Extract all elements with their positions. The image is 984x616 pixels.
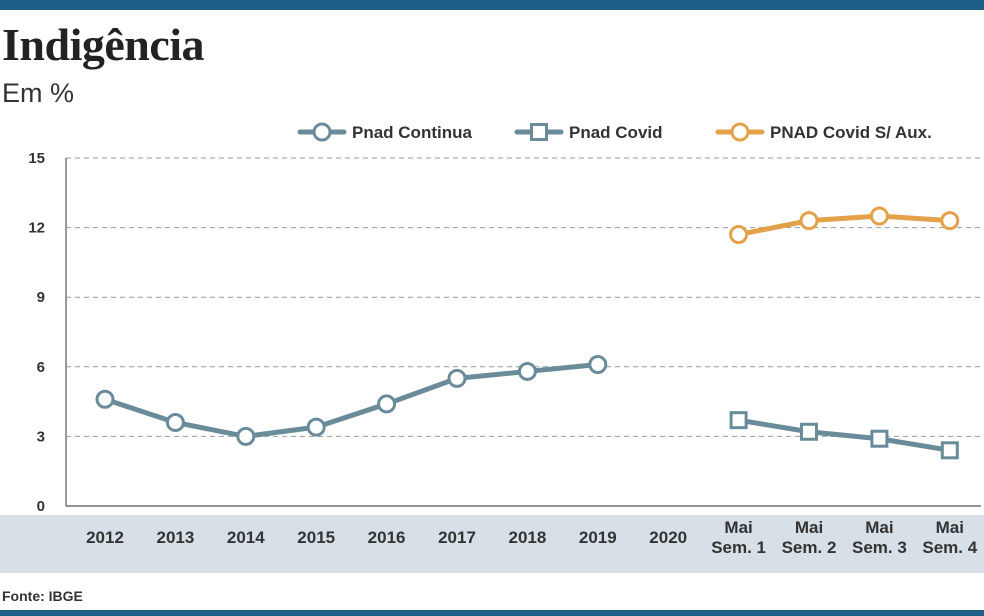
data-point-pnad-covid <box>729 411 748 430</box>
data-point-pnad-continua <box>447 368 467 388</box>
data-point-pnad-covid-s-aux <box>940 211 960 231</box>
y-tick-label: 9 <box>37 289 45 306</box>
line-chart: Pnad Continua Pnad Covid PNAD Covid S/ Aux… <box>0 122 984 573</box>
chart-subtitle: Em % <box>2 78 75 108</box>
legend-marker-pnad-covid-s-aux <box>730 122 750 142</box>
x-tick-label: Mai Sem. 1 <box>711 518 766 557</box>
y-tick-label: 0 <box>37 498 45 515</box>
legend-label-pnad-covid: Pnad Covid <box>569 123 663 142</box>
legend-label-pnad-continua: Pnad Continua <box>352 123 472 142</box>
x-tick-label: Mai Sem. 4 <box>922 518 977 557</box>
series-line-pnad-covid <box>736 417 953 453</box>
data-point-pnad-covid <box>870 429 889 448</box>
series-line-pnad-covid-s-aux <box>736 213 953 238</box>
source-note: Fonte: IBGE <box>2 588 83 604</box>
top-accent-bar <box>0 0 984 10</box>
data-point-pnad-covid <box>800 422 818 441</box>
legend-label-pnad-covid-s-aux: PNAD Covid S/ Aux. <box>770 123 932 142</box>
series-line-pnad-continua <box>102 361 601 439</box>
x-tick-label: 2012 <box>86 528 124 547</box>
data-point-pnad-covid-s-aux <box>799 211 819 231</box>
x-tick-label: 2020 <box>649 528 687 547</box>
data-point-pnad-continua <box>377 394 397 414</box>
data-point-pnad-continua <box>165 412 185 432</box>
x-tick-label: Mai Sem. 3 <box>852 518 907 557</box>
x-tick-label: 2015 <box>297 528 335 547</box>
x-tick-label: 2014 <box>227 528 265 547</box>
x-tick-label: 2019 <box>579 528 617 547</box>
x-axis-band <box>0 515 984 573</box>
bottom-accent-bar <box>0 610 984 616</box>
x-tick-label: Mai Sem. 2 <box>782 518 837 557</box>
data-point-pnad-continua <box>517 361 537 381</box>
legend-marker-pnad-continua <box>312 122 332 142</box>
x-tick-label: 2013 <box>156 528 194 547</box>
data-point-pnad-covid-s-aux <box>729 225 749 245</box>
y-tick-label: 3 <box>37 428 45 445</box>
data-point-pnad-covid <box>940 441 959 460</box>
y-tick-label: 15 <box>28 150 45 167</box>
x-tick-label: 2018 <box>508 528 546 547</box>
data-point-pnad-continua <box>306 417 326 437</box>
data-point-pnad-continua <box>588 354 608 374</box>
x-tick-label: 2016 <box>368 528 406 547</box>
x-tick-label: 2017 <box>438 528 476 547</box>
data-point-pnad-continua <box>236 426 256 446</box>
y-tick-label: 12 <box>28 220 45 237</box>
chart-title: Indigência <box>2 19 205 70</box>
data-point-pnad-covid-s-aux <box>869 206 889 226</box>
legend-marker-pnad-covid <box>530 123 548 141</box>
data-point-pnad-continua <box>95 389 115 409</box>
y-tick-label: 6 <box>37 359 45 376</box>
